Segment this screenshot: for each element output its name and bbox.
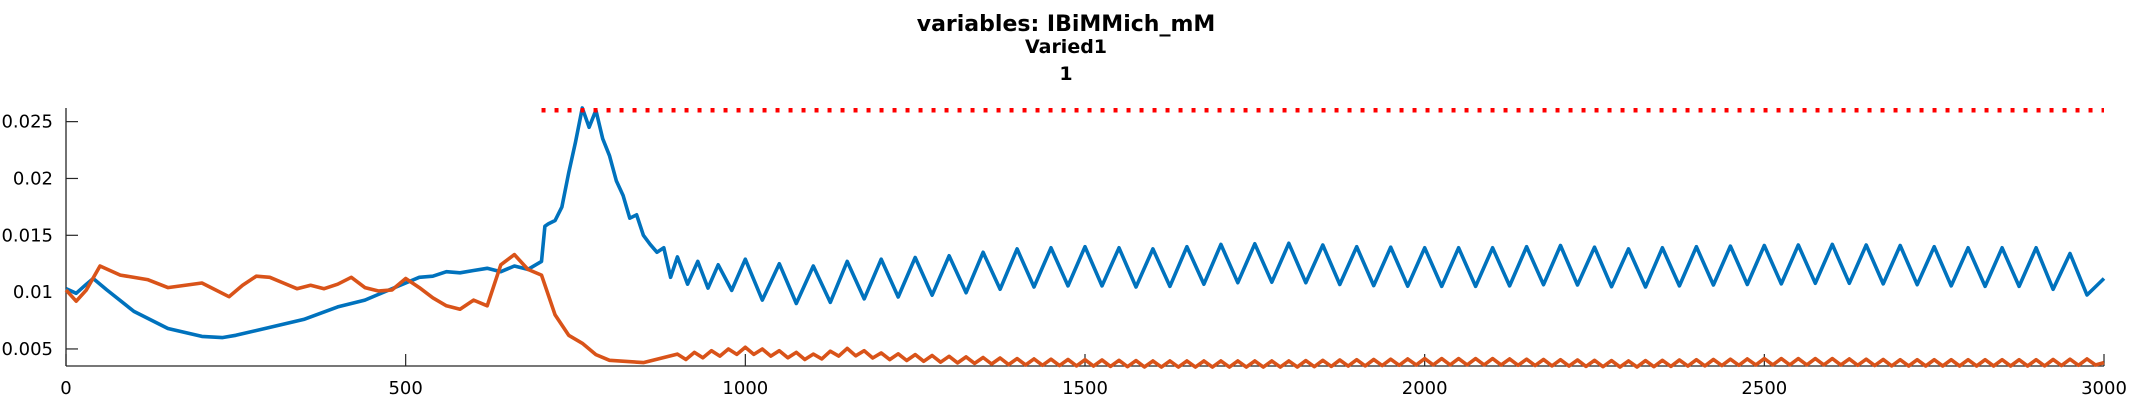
chart-subtitle-line-2: 1 <box>1059 63 1072 85</box>
series-layer <box>64 106 2106 369</box>
x-axis-ticks: 0 500 1000 1500 2000 2500 3000 <box>60 354 2127 399</box>
series-line-orange <box>64 252 2105 369</box>
x-tick-label: 2000 <box>1402 378 1448 399</box>
y-tick-label: 0.015 <box>1 225 53 246</box>
x-tick-label: 0 <box>60 378 71 399</box>
x-tick-label: 2500 <box>1741 378 1787 399</box>
chart-title: variables: IBiMMich_mM <box>917 12 1216 37</box>
y-tick-label: 0.01 <box>13 282 53 303</box>
x-tick-label: 500 <box>388 378 422 399</box>
series-line-blue <box>65 106 2106 340</box>
y-tick-label: 0.025 <box>1 112 53 133</box>
y-tick-label: 0.005 <box>1 339 53 360</box>
x-tick-label: 1500 <box>1062 378 1108 399</box>
x-tick-label: 1000 <box>722 378 768 399</box>
chart-subtitle-line-1: Varied1 <box>1025 36 1107 58</box>
axes <box>65 108 2104 367</box>
y-tick-label: 0.02 <box>13 168 53 189</box>
x-tick-label: 3000 <box>2081 378 2127 399</box>
